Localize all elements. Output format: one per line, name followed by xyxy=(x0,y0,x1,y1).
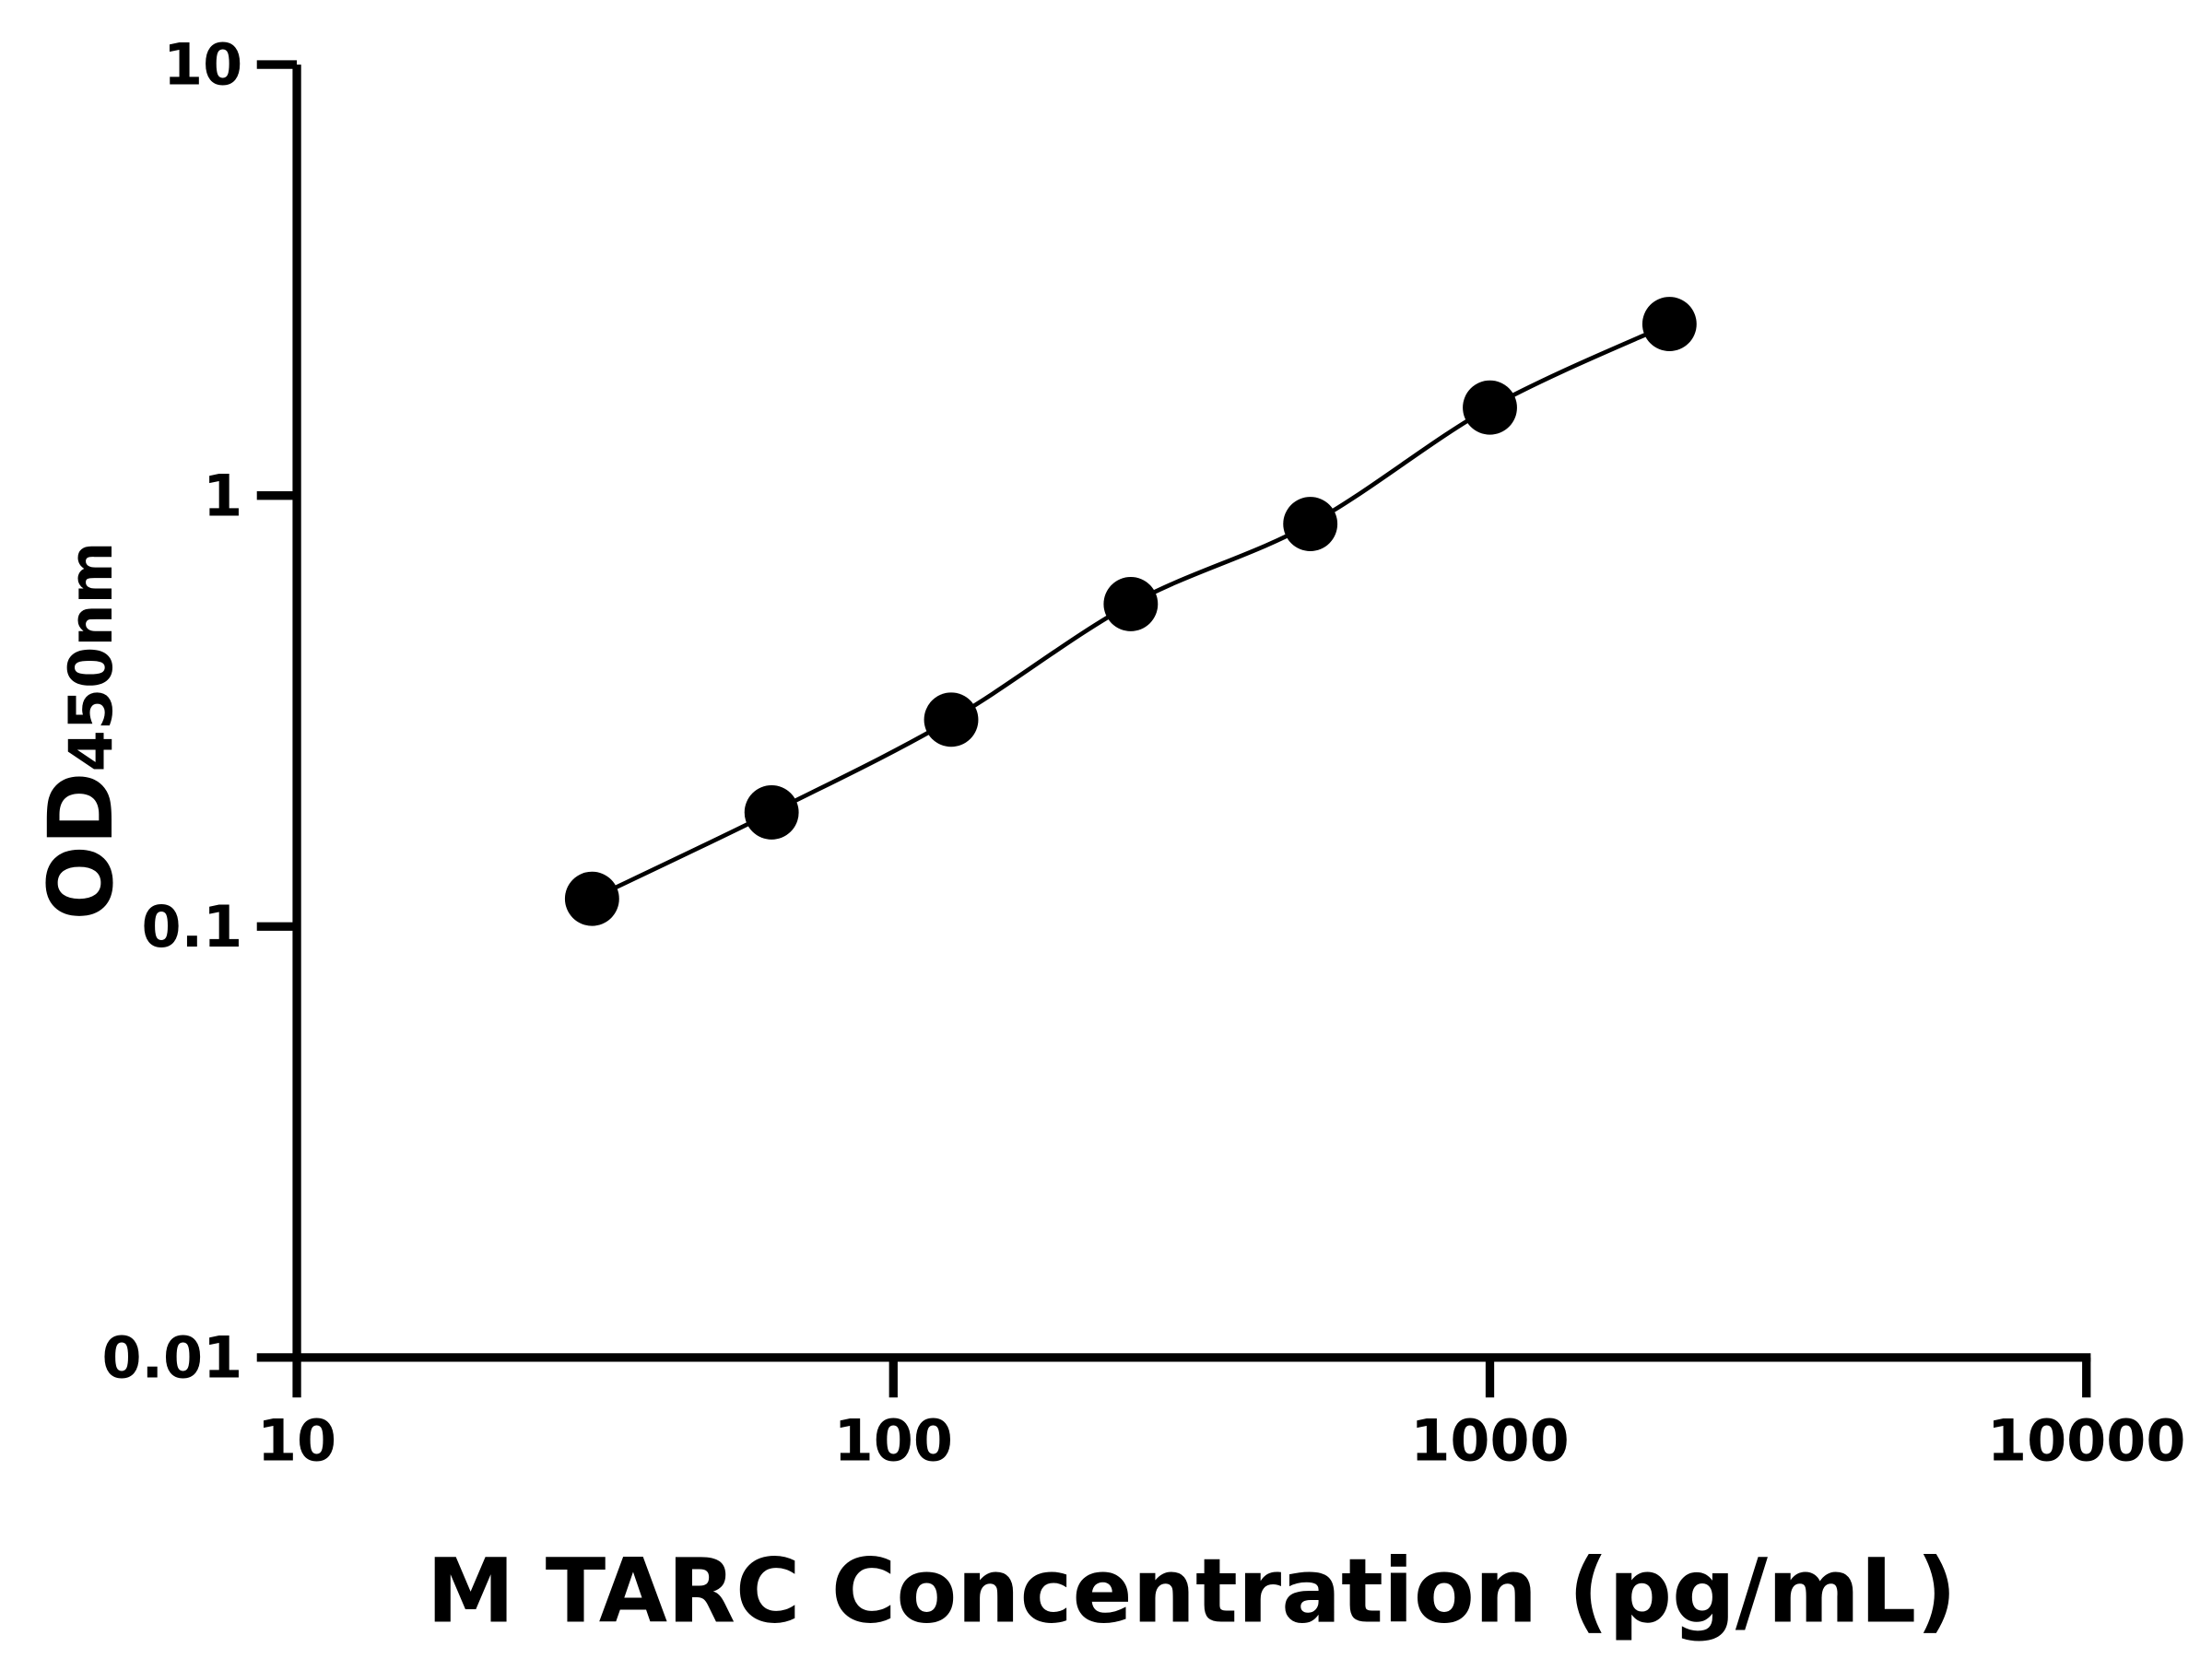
data-point xyxy=(564,871,619,926)
y-tick-label: 10 xyxy=(163,32,242,99)
ticks: 10 100 1000 10000 0.01 0.1 1 10 xyxy=(101,32,2185,1475)
data-point xyxy=(1283,497,1338,551)
data-point xyxy=(924,692,979,747)
x-tick-label: 10 xyxy=(257,1407,336,1474)
x-tick-label: 10000 xyxy=(1987,1407,2185,1474)
y-axis-label-main: OD xyxy=(29,771,133,920)
y-axis-label: OD450nm xyxy=(29,542,133,921)
data-points xyxy=(564,297,1697,926)
data-point xyxy=(744,785,799,840)
svg-text:OD450nm: OD450nm xyxy=(29,542,133,921)
x-tick-label: 100 xyxy=(834,1407,953,1474)
data-point xyxy=(1641,297,1697,352)
data-point xyxy=(1463,380,1517,435)
y-tick-label: 0.1 xyxy=(142,894,243,960)
y-tick-label: 0.01 xyxy=(101,1325,242,1392)
y-tick-label: 1 xyxy=(203,463,242,529)
data-point xyxy=(1103,577,1159,631)
x-tick-label: 1000 xyxy=(1410,1407,1569,1474)
x-axis-label: M TARC Concentration (pg/mL) xyxy=(427,1539,1957,1642)
axes xyxy=(292,65,2091,1362)
y-axis-label-sub: 450nm xyxy=(57,542,126,772)
